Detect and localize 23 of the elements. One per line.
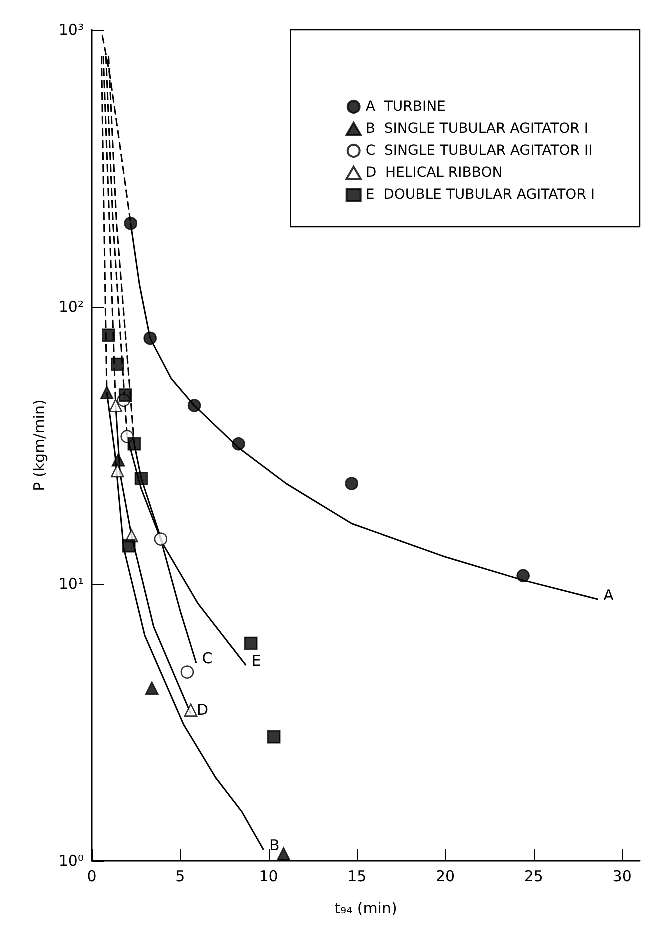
- x-tick-label: 15: [348, 868, 367, 886]
- annotation: A: [604, 586, 615, 604]
- x-axis-title: t₉₄ (min): [334, 900, 398, 918]
- annotation: D: [196, 700, 209, 719]
- x-tick-label: 5: [176, 868, 186, 886]
- x-tick-label: 25: [524, 868, 544, 886]
- annotation: C: [202, 650, 213, 668]
- annotation: E: [252, 652, 262, 670]
- legend-label: C SINGLE TUBULAR AGITATOR II: [366, 143, 593, 159]
- legend-label: D HELICAL RIBBON: [366, 165, 503, 181]
- x-tick-label: 10: [259, 868, 278, 886]
- legend-label: E DOUBLE TUBULAR AGITATOR I: [366, 187, 596, 203]
- y-tick-label: 10²: [58, 298, 84, 316]
- legend-label: A TURBINE: [366, 99, 446, 115]
- y-tick-label: 10³: [58, 21, 84, 39]
- y-axis-title: P (kgm/min): [30, 400, 48, 492]
- y-tick-label: 10⁰: [58, 852, 84, 870]
- x-tick-label: 0: [87, 868, 97, 886]
- y-tick-label: 10¹: [58, 575, 84, 593]
- annotation: B: [269, 836, 280, 855]
- x-tick-label: 20: [436, 868, 456, 886]
- legend-label: B SINGLE TUBULAR AGITATOR I: [366, 121, 588, 137]
- x-tick-label: 30: [612, 868, 632, 886]
